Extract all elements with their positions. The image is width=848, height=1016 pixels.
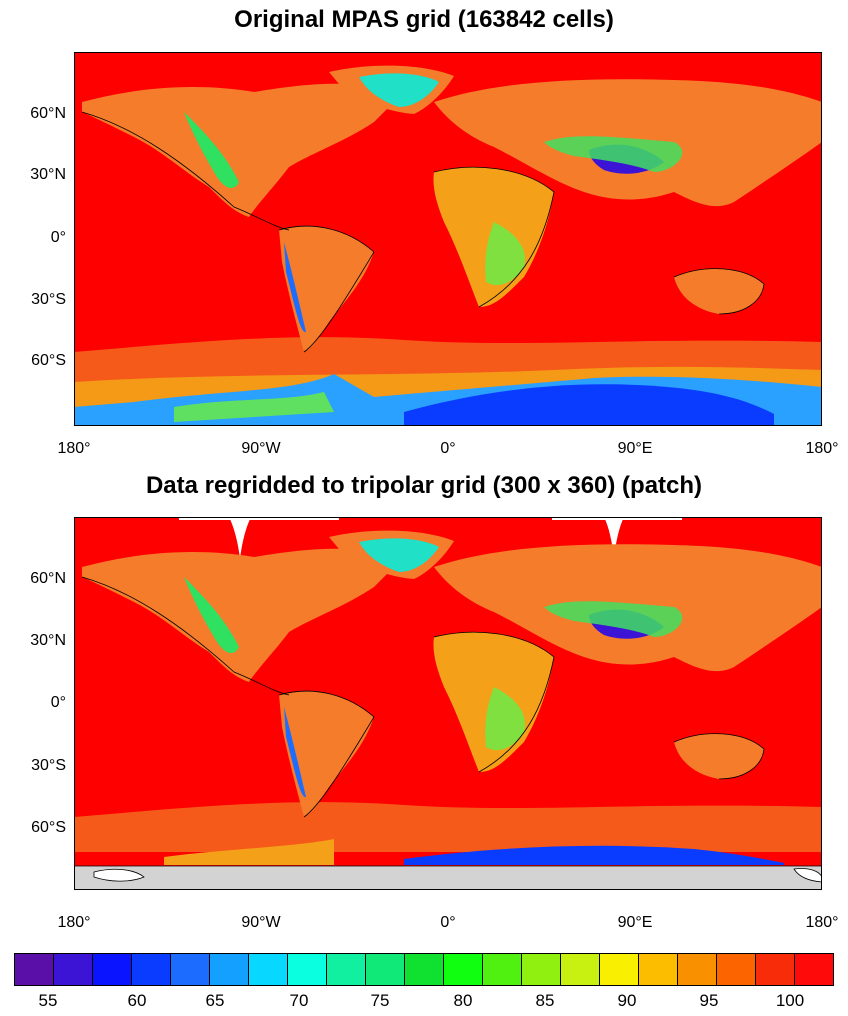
colorbar-box (678, 954, 717, 985)
colorbar-box (249, 954, 288, 985)
bottom-map-plot (74, 517, 822, 890)
tick-lon-0: 0° (440, 440, 456, 457)
colorbar-box (795, 954, 833, 985)
tick-lat-60S: 60°S (31, 352, 66, 369)
tick-lat-30N: 30°N (30, 166, 66, 183)
top-map-title: Original MPAS grid (163842 cells) (234, 6, 614, 33)
colorbar-label-85: 85 (535, 991, 555, 1010)
antarctic-peninsula (174, 392, 334, 422)
north-america (82, 83, 404, 217)
southern-ocean-band (74, 802, 822, 852)
colorbar-label-95: 95 (699, 991, 719, 1010)
colorbar-box (522, 954, 561, 985)
tick-lon-90E: 90°E (617, 914, 653, 931)
east-africa-highlands (485, 687, 525, 751)
top-map-plot (74, 52, 822, 426)
colorbar-box (561, 954, 600, 985)
australia (674, 268, 764, 314)
tick-lat-60S: 60°S (31, 819, 66, 836)
antarctica-interior (404, 384, 774, 426)
colorbar-box (15, 954, 54, 985)
tick-lon-180E: 180° (805, 914, 839, 931)
colorbar-label-90: 90 (617, 991, 637, 1010)
rockies-ridge (184, 577, 239, 653)
tick-lon-180W: 180° (57, 440, 91, 457)
colorbar-box (717, 954, 756, 985)
colorbar-box (639, 954, 678, 985)
tick-lon-90W: 90°W (241, 914, 281, 931)
colorbar-box (405, 954, 444, 985)
colorbar-box (600, 954, 639, 985)
colorbar (14, 953, 834, 986)
tick-lat-30S: 30°S (31, 291, 66, 308)
colorbar-label-75: 75 (370, 991, 390, 1010)
colorbar-box (93, 954, 132, 985)
tick-lon-180E: 180° (805, 440, 839, 457)
andes-ridge (284, 707, 306, 798)
colorbar-label-70: 70 (289, 991, 309, 1010)
east-africa-highlands (485, 222, 525, 286)
tick-lat-0: 0° (50, 229, 66, 246)
colorbar-label-80: 80 (453, 991, 473, 1010)
colorbar-box (327, 954, 366, 985)
tick-lat-60N: 60°N (30, 105, 66, 122)
tick-lat-0: 0° (50, 694, 66, 711)
tick-lon-180W: 180° (57, 914, 91, 931)
bottom-map-panel (74, 517, 822, 890)
tick-lon-0: 0° (440, 914, 456, 931)
colorbar-label-60: 60 (127, 991, 147, 1010)
top-map-panel (74, 52, 822, 426)
colorbar-label-55: 55 (38, 991, 58, 1010)
colorbar-label-100: 100 (775, 991, 805, 1010)
top-edge-gap-left (179, 517, 339, 520)
colorbar-box (210, 954, 249, 985)
coastlines (81, 576, 765, 818)
colorbar-box (171, 954, 210, 985)
australia (674, 733, 764, 779)
rockies-ridge (184, 112, 239, 188)
north-pole-singularity-right (604, 517, 624, 557)
tick-lat-60N: 60°N (30, 570, 66, 587)
greenland-ice (359, 73, 439, 107)
colorbar-box (444, 954, 483, 985)
colorbar-box (483, 954, 522, 985)
antarctica-strip (404, 845, 784, 865)
colorbar-box (288, 954, 327, 985)
colorbar-box (756, 954, 795, 985)
andes-ridge (284, 242, 306, 333)
tick-lon-90W: 90°W (241, 440, 281, 457)
missing-data-islands (93, 868, 822, 883)
tick-lon-90E: 90°E (617, 440, 653, 457)
central-asia-ridge (544, 601, 683, 637)
north-america (82, 548, 404, 682)
missing-data-band (74, 866, 822, 890)
colorbar-box (366, 954, 405, 985)
colorbar-box (54, 954, 93, 985)
central-asia-ridge (544, 136, 683, 172)
north-pole-singularity-left (229, 517, 251, 559)
bottom-map-title: Data regridded to tripolar grid (300 x 3… (145, 472, 703, 499)
tick-lat-30S: 30°S (31, 757, 66, 774)
colorbar-box (132, 954, 171, 985)
greenland-ice (359, 538, 439, 572)
coastlines (81, 111, 765, 353)
antarctic-peninsula-strip (164, 839, 334, 865)
tick-lat-30N: 30°N (30, 632, 66, 649)
colorbar-label-65: 65 (205, 991, 225, 1010)
